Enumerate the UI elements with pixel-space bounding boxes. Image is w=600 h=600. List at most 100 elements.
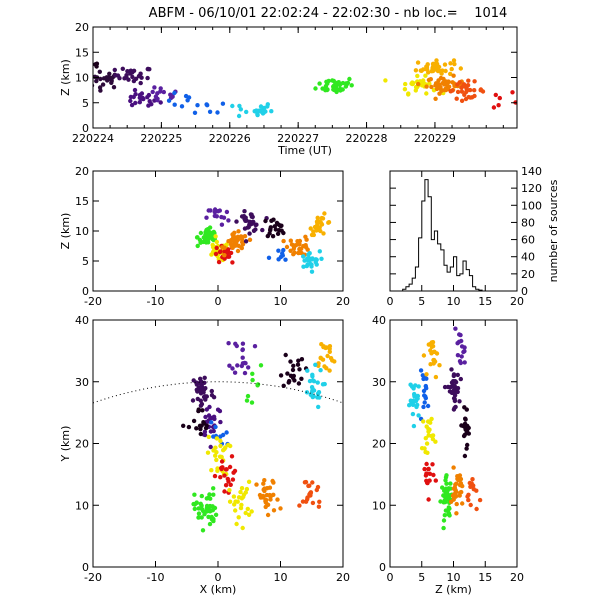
x-y-point	[278, 506, 283, 511]
x-z-point	[253, 222, 258, 228]
x-z-point	[280, 251, 285, 256]
z-y-point	[430, 340, 436, 345]
z-y-point	[455, 389, 460, 395]
x-y-point	[262, 488, 267, 494]
z-y-point	[464, 446, 469, 451]
time-height-point	[128, 98, 133, 104]
time-height-point	[467, 87, 473, 93]
z-y-point	[465, 442, 470, 448]
time-height-xtick-label: 220228	[346, 132, 388, 145]
x-z-point	[311, 229, 316, 234]
x-z-point	[195, 243, 200, 249]
time-height-point	[430, 68, 436, 74]
time-height-point	[455, 89, 461, 95]
height-histogram-xtick-label: 15	[478, 295, 492, 308]
x-y-point	[325, 353, 330, 359]
time-height-point	[129, 102, 135, 108]
x-y-point	[195, 396, 200, 402]
height-histogram-ytick-label: 20	[521, 268, 535, 281]
x-y-point	[197, 423, 203, 428]
x-y-point	[238, 505, 244, 511]
time-height-point	[195, 103, 200, 108]
x-y-point	[299, 357, 305, 362]
z-y-point	[455, 474, 460, 479]
x-z-point	[321, 231, 326, 236]
height-histogram-ytick-label: 140	[521, 165, 542, 178]
x-y-point	[214, 457, 219, 463]
z-y-point	[451, 373, 456, 379]
x-z-point	[243, 239, 249, 244]
z-y-point	[413, 393, 418, 399]
z-y-point	[421, 419, 426, 424]
x-y-point	[191, 501, 196, 507]
x-z-point	[270, 234, 276, 239]
x-y-point	[208, 444, 213, 450]
height-histogram-ytick-label: 0	[521, 285, 528, 298]
x-z-point	[317, 249, 322, 254]
x-z-point	[311, 232, 316, 238]
x-y-point	[212, 473, 218, 479]
x-y-point	[250, 377, 255, 383]
x-y-point	[268, 497, 273, 502]
time-height-point	[468, 95, 473, 100]
x-y-point	[227, 363, 232, 368]
time-height-point	[150, 89, 155, 95]
time-height-ytick-label: 10	[75, 72, 89, 85]
time-height-point	[452, 61, 457, 67]
time-height-point	[403, 81, 408, 87]
time-height-point	[255, 108, 260, 114]
x-y-point	[249, 509, 254, 514]
time-height-point	[172, 90, 177, 96]
x-y-point	[217, 454, 223, 459]
time-height-point	[215, 110, 220, 115]
time-height-point	[133, 92, 138, 97]
z-y-point	[424, 441, 430, 446]
x-y-point	[285, 371, 290, 376]
x-z-point	[236, 229, 241, 234]
z-y-point	[424, 471, 429, 476]
x-z-point	[283, 257, 288, 262]
z-y-point	[458, 376, 463, 382]
z-y-point	[451, 407, 457, 412]
x-y-point	[227, 499, 233, 504]
time-height-point	[126, 77, 131, 82]
x-y-point	[327, 349, 332, 354]
x-y-point	[328, 356, 334, 361]
z-y-point	[425, 403, 431, 409]
x-y-point	[240, 355, 245, 360]
x-z-point	[263, 218, 268, 224]
time-height-point	[429, 84, 434, 90]
x-z-point	[304, 245, 309, 250]
x-y-point	[218, 443, 223, 449]
z-y-point	[446, 511, 452, 516]
z-y-point	[420, 373, 425, 378]
z-y-point	[466, 492, 471, 497]
z-y-point	[424, 372, 429, 377]
x-z-point	[304, 263, 309, 269]
time-height-point	[261, 110, 266, 115]
x-y-point	[250, 371, 255, 376]
x-z-point	[201, 239, 206, 245]
x-y-point	[211, 486, 216, 491]
x-z-point	[268, 226, 273, 232]
x-y-point	[211, 395, 217, 400]
time-height-point	[434, 58, 439, 63]
time-height-point	[497, 95, 502, 101]
figure-title: ABFM - 06/10/01 22:02:24 - 22:02:30 - nb…	[149, 6, 508, 21]
time-height-point	[415, 73, 420, 79]
time-height-point	[192, 110, 198, 116]
z-y-ytick-label: 0	[379, 561, 386, 574]
x-z-point	[278, 223, 283, 229]
x-y-point	[265, 512, 271, 518]
time-height-marks	[93, 58, 517, 119]
x-y-point	[316, 361, 321, 366]
x-y-point	[199, 386, 204, 391]
x-y-marks	[93, 341, 343, 533]
x-y-point	[264, 492, 270, 498]
x-z-point	[242, 209, 247, 214]
z-y-point	[449, 367, 454, 372]
z-y-point	[430, 462, 435, 467]
time-height-point	[343, 84, 349, 89]
x-z-point	[206, 208, 211, 213]
time-height-point	[457, 80, 462, 85]
